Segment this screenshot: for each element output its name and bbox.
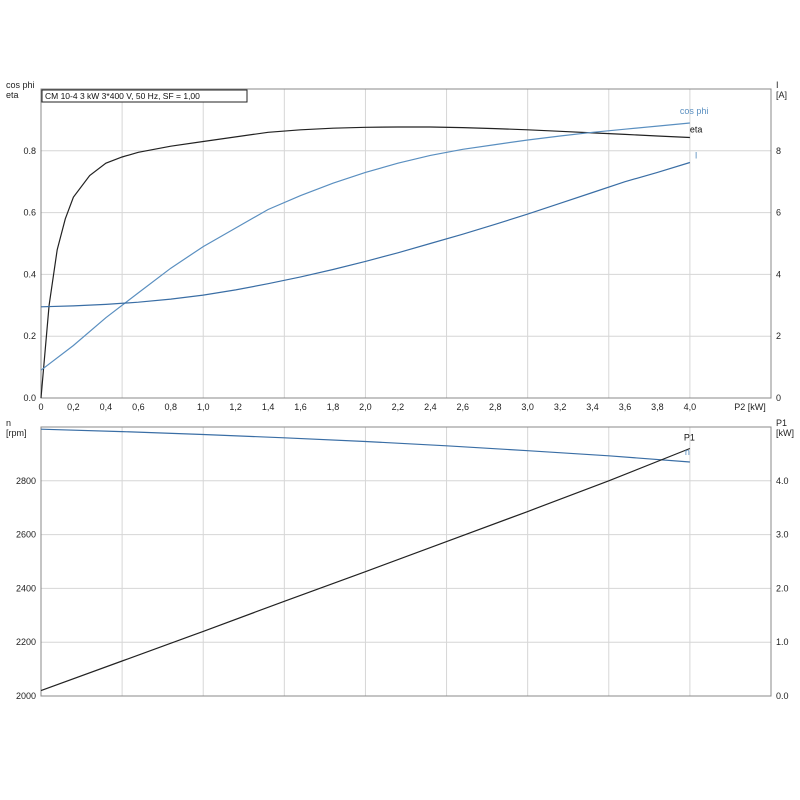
upper-xtick: 1,8 — [327, 402, 340, 412]
upper-xtick: 0,6 — [132, 402, 145, 412]
lower-ylabel-left: [rpm] — [6, 428, 27, 438]
upper-xtick: 2,4 — [424, 402, 437, 412]
chart-title-box — [41, 89, 248, 103]
upper-xtick: 2,6 — [457, 402, 470, 412]
upper-ylabel-right: [A] — [776, 90, 787, 100]
upper-xtick: 3,6 — [619, 402, 632, 412]
upper-xtick: 2,2 — [392, 402, 405, 412]
series-label-n: n — [685, 447, 690, 457]
series-label-p1: P1 — [684, 433, 695, 443]
lower-ytick-right: 1.0 — [776, 637, 789, 647]
upper-xtick: 3,8 — [651, 402, 664, 412]
lower-ytick-right: 0.0 — [776, 691, 789, 701]
upper-xtick: 0,8 — [165, 402, 178, 412]
series-label-eta: eta — [690, 125, 703, 135]
upper-xtick: 1,0 — [197, 402, 210, 412]
upper-ytick-right: 6 — [776, 208, 781, 218]
chart-title: CM 10-4 3 kW 3*400 V, 50 Hz, SF = 1,00 — [45, 91, 200, 101]
lower-ylabel-right: [kW] — [776, 428, 794, 438]
upper-ytick-right: 2 — [776, 331, 781, 341]
upper-xtick: 4,0 — [684, 402, 697, 412]
upper-xtick: 2,8 — [489, 402, 502, 412]
upper-plot-frame — [40, 88, 772, 399]
lower-ytick-left: 2800 — [16, 476, 36, 486]
upper-ytick-left: 0.0 — [23, 393, 36, 403]
lower-ytick-left: 2200 — [16, 637, 36, 647]
upper-xtick: 1,4 — [262, 402, 275, 412]
upper-xlabel: P2 [kW] — [734, 402, 766, 412]
upper-xtick: 0 — [38, 402, 43, 412]
upper-ylabel-right: I — [776, 80, 779, 90]
upper-series-i — [40, 161, 691, 308]
lower-plot-frame — [40, 426, 772, 697]
upper-ytick-left: 0.6 — [23, 208, 36, 218]
upper-series-eta — [40, 126, 690, 399]
upper-ytick-right: 0 — [776, 393, 781, 403]
upper-xtick: 1,2 — [229, 402, 242, 412]
lower-ytick-left: 2000 — [16, 691, 36, 701]
upper-ylabel-left: cos phi — [6, 80, 35, 90]
lower-ytick-left: 2600 — [16, 530, 36, 540]
upper-ytick-left: 0.4 — [23, 269, 36, 279]
upper-xtick: 1,6 — [294, 402, 307, 412]
upper-ytick-left: 0.2 — [23, 331, 36, 341]
lower-ytick-right: 2.0 — [776, 583, 789, 593]
upper-xtick: 3,0 — [521, 402, 534, 412]
lower-ylabel-left: n — [6, 418, 11, 428]
lower-ytick-right: 3.0 — [776, 530, 789, 540]
lower-ytick-left: 2400 — [16, 583, 36, 593]
upper-xtick: 0,2 — [67, 402, 80, 412]
lower-chart: 200022002400260028000.01.02.03.04.0n[rpm… — [6, 418, 794, 701]
series-label-cos-phi: cos phi — [680, 106, 709, 116]
lower-ylabel-right: P1 — [776, 418, 787, 428]
upper-xtick: 0,4 — [100, 402, 113, 412]
upper-series-cos-phi — [40, 122, 690, 371]
upper-xtick: 2,0 — [359, 402, 372, 412]
lower-series-n — [40, 428, 690, 463]
lower-ytick-right: 4.0 — [776, 476, 789, 486]
series-label-i: I — [695, 151, 698, 161]
lower-series-p1 — [40, 447, 691, 692]
upper-ytick-right: 4 — [776, 269, 781, 279]
upper-xtick: 3,2 — [554, 402, 567, 412]
upper-ylabel-left: eta — [6, 90, 19, 100]
upper-ytick-left: 0.8 — [23, 146, 36, 156]
upper-xtick: 3,4 — [586, 402, 599, 412]
upper-ytick-right: 8 — [776, 146, 781, 156]
